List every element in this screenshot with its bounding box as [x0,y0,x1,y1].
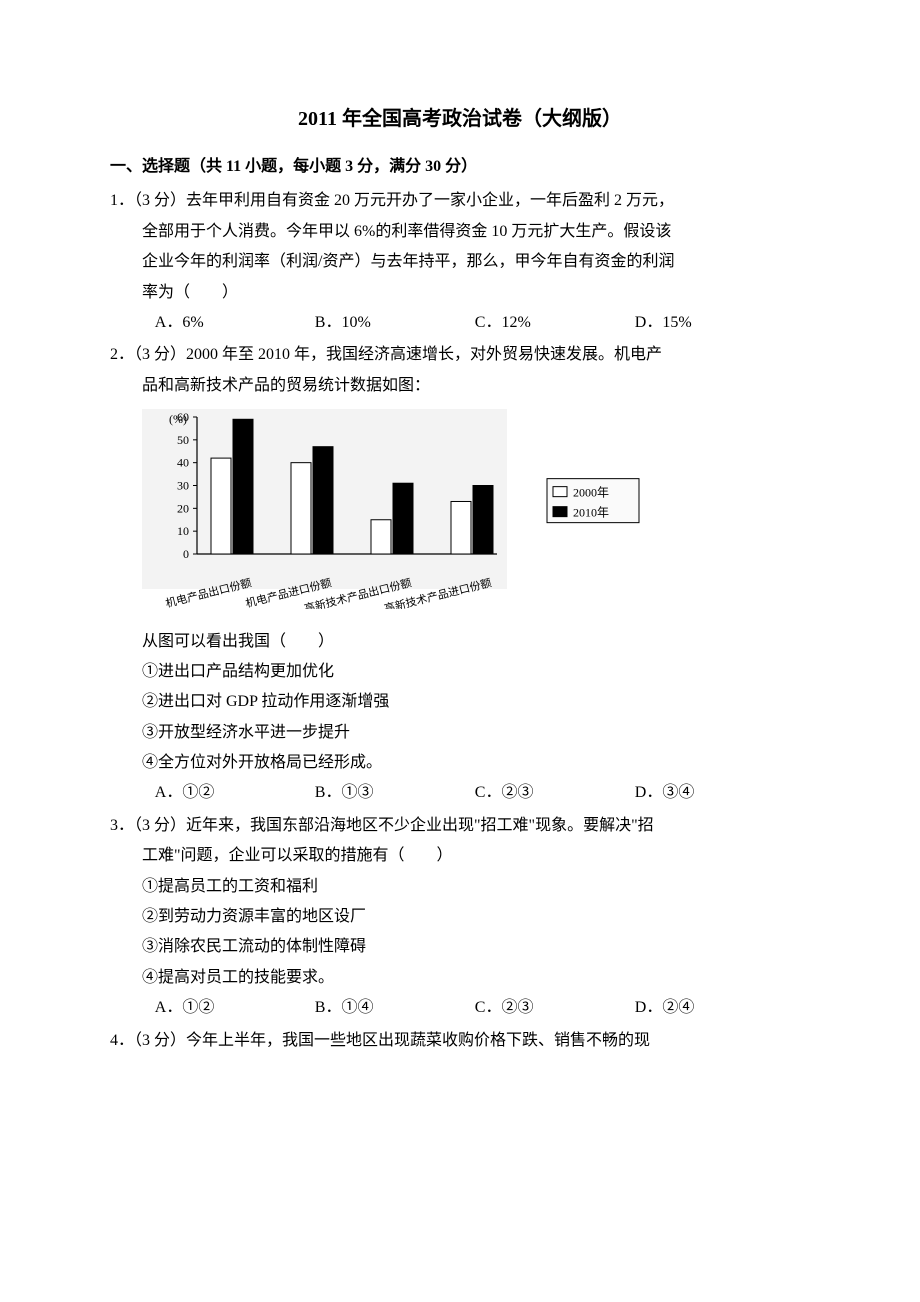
q2-line2: 品和高新技术产品的贸易统计数据如图： [110,371,810,401]
q1-line1: 1．（3 分）去年甲利用自有资金 20 万元开办了一家小企业，一年后盈利 2 万… [110,186,810,216]
q1-line3: 企业今年的利润率（利润/资产）与去年持平，那么，甲今年自有资金的利润 [110,247,810,277]
q3-s2: ②到劳动力资源丰富的地区设厂 [110,902,810,932]
q1-option-c: C．12% [475,308,635,338]
svg-text:0: 0 [183,547,189,561]
question-3: 3．（3 分）近年来，我国东部沿海地区不少企业出现"招工难"现象。要解决"招 工… [110,811,810,1024]
q3-s4: ④提高对员工的技能要求。 [110,963,810,993]
trade-chart: 0102030405060(%)机电产品出口份额机电产品进口份额高新技术产品出口… [110,409,810,620]
q1-option-a: A．6% [155,308,315,338]
q1-line4: 率为（ ） [110,278,810,308]
q2-line1: 2．（3 分）2000 年至 2010 年，我国经济高速增长，对外贸易快速发展。… [110,340,810,370]
svg-text:20: 20 [177,501,189,515]
q3-line1: 3．（3 分）近年来，我国东部沿海地区不少企业出现"招工难"现象。要解决"招 [110,811,810,841]
q2-after1: 从图可以看出我国（ ） [110,627,810,657]
q2-after5: ④全方位对外开放格局已经形成。 [110,748,810,778]
q2-after2: ①进出口产品结构更加优化 [110,657,810,687]
q1-option-d: D．15% [635,308,692,338]
page-title: 2011 年全国高考政治试卷（大纲版） [110,100,810,138]
q2-option-d: D．③④ [635,778,695,808]
q3-s1: ①提高员工的工资和福利 [110,872,810,902]
q3-options: A．①② B．①④ C．②③ D．②④ [110,993,810,1023]
q2-after4: ③开放型经济水平进一步提升 [110,718,810,748]
q3-option-b: B．①④ [315,993,475,1023]
question-1: 1．（3 分）去年甲利用自有资金 20 万元开办了一家小企业，一年后盈利 2 万… [110,186,810,338]
q2-option-c: C．②③ [475,778,635,808]
svg-text:50: 50 [177,433,189,447]
q1-options: A．6% B．10% C．12% D．15% [110,308,810,338]
svg-text:10: 10 [177,524,189,538]
q2-option-a: A．①② [155,778,315,808]
q2-after3: ②进出口对 GDP 拉动作用逐渐增强 [110,687,810,717]
question-4: 4．（3 分）今年上半年，我国一些地区出现蔬菜收购价格下跌、销售不畅的现 [110,1026,810,1056]
q3-s3: ③消除农民工流动的体制性障碍 [110,932,810,962]
bar-chart-svg: 0102030405060(%)机电产品出口份额机电产品进口份额高新技术产品出口… [142,409,662,609]
svg-text:30: 30 [177,479,189,493]
svg-text:40: 40 [177,456,189,470]
question-2: 2．（3 分）2000 年至 2010 年，我国经济高速增长，对外贸易快速发展。… [110,340,810,809]
q4-line1: 4．（3 分）今年上半年，我国一些地区出现蔬菜收购价格下跌、销售不畅的现 [110,1026,810,1056]
q2-option-b: B．①③ [315,778,475,808]
q3-line2: 工难"问题，企业可以采取的措施有（ ） [110,841,810,871]
q2-options: A．①② B．①③ C．②③ D．③④ [110,778,810,808]
q1-option-b: B．10% [315,308,475,338]
section-heading: 一、选择题（共 11 小题，每小题 3 分，满分 30 分） [110,152,810,182]
q3-option-c: C．②③ [475,993,635,1023]
svg-text:(%): (%) [169,412,187,426]
q1-line2: 全部用于个人消费。今年甲以 6%的利率借得资金 10 万元扩大生产。假设该 [110,217,810,247]
svg-text:2010年: 2010年 [573,506,609,520]
q3-option-d: D．②④ [635,993,695,1023]
svg-text:2000年: 2000年 [573,486,609,500]
q3-option-a: A．①② [155,993,315,1023]
